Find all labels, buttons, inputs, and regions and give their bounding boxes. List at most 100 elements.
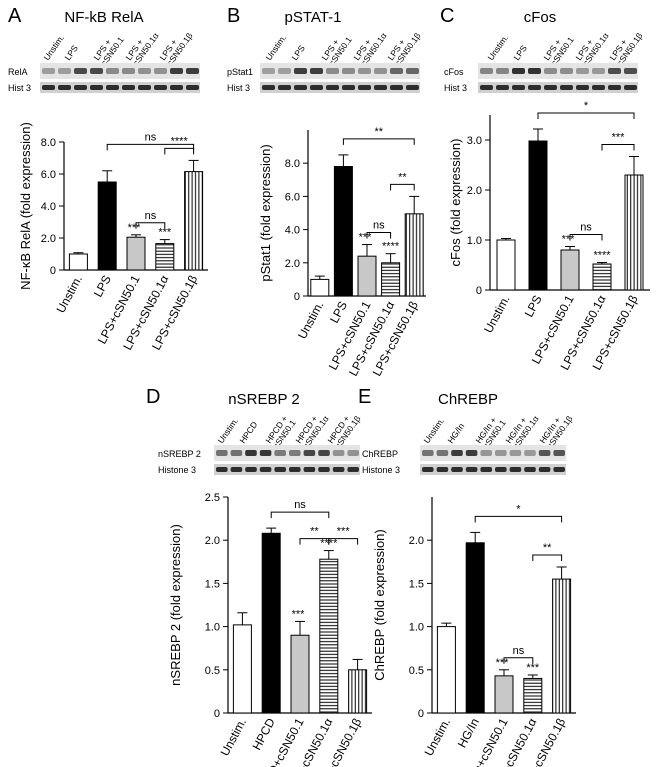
bracket-label: ** bbox=[398, 171, 407, 183]
blot-band bbox=[122, 85, 135, 90]
blot-band bbox=[544, 85, 557, 90]
blot-band bbox=[358, 85, 371, 90]
y-tick-label: 2.0 bbox=[409, 535, 424, 547]
blot-band bbox=[576, 85, 589, 90]
blot-band bbox=[465, 450, 478, 456]
blot-row-label: Hist 3 bbox=[444, 83, 467, 93]
blot-band bbox=[422, 450, 434, 456]
blot-band bbox=[495, 450, 507, 456]
blot-band bbox=[524, 450, 536, 456]
panel-letter: E bbox=[358, 386, 371, 408]
bar bbox=[261, 532, 281, 714]
blot-band bbox=[74, 68, 87, 74]
y-tick-label: 1.0 bbox=[467, 235, 482, 247]
significance-bracket bbox=[328, 538, 359, 545]
blot-band bbox=[553, 467, 565, 472]
blot-band bbox=[170, 85, 183, 90]
blot-band bbox=[451, 450, 463, 456]
blot-lane-label: Unstim. bbox=[421, 416, 446, 445]
bracket-label: ns bbox=[513, 645, 525, 657]
x-tick-label: Unstim. bbox=[54, 273, 85, 315]
bar bbox=[348, 669, 368, 714]
blot-lane-label: LPS +cSN50.1β bbox=[607, 26, 644, 68]
blot-band bbox=[608, 85, 621, 90]
blot-strip bbox=[214, 464, 360, 475]
significance-bracket bbox=[270, 511, 330, 519]
significance-mark: *** bbox=[292, 608, 306, 620]
blot-lane-label: LPS bbox=[511, 43, 529, 62]
blot-lane-label: HPCD bbox=[237, 420, 259, 445]
blot-strip bbox=[214, 445, 360, 461]
y-axis-label: pStat1 (fold expression) bbox=[258, 144, 273, 281]
x-tick-label: LPS bbox=[327, 299, 350, 326]
bar bbox=[494, 675, 514, 714]
bar bbox=[436, 626, 456, 714]
blot-band bbox=[553, 450, 565, 456]
y-axis-label: NF-κB RelA (fold expression) bbox=[18, 122, 33, 290]
blot-lane-label: Unstim. bbox=[263, 33, 288, 62]
significance-mark: **** bbox=[382, 241, 400, 253]
y-tick-label: 2.0 bbox=[467, 185, 482, 197]
bracket-label: ** bbox=[375, 126, 384, 138]
blot-band bbox=[170, 68, 183, 74]
blot-band bbox=[154, 68, 167, 74]
blot-band bbox=[624, 85, 637, 90]
significance-bracket bbox=[569, 234, 603, 241]
bracket-label: ns bbox=[294, 499, 306, 511]
blot-band bbox=[406, 68, 419, 74]
significance-bracket bbox=[601, 144, 635, 151]
significance-bracket bbox=[503, 657, 534, 664]
y-tick-label: 1.5 bbox=[409, 578, 424, 590]
bar bbox=[496, 239, 516, 291]
y-tick-label: 6.0 bbox=[285, 191, 300, 203]
significance-bracket bbox=[390, 183, 415, 191]
y-tick-label: 0 bbox=[294, 291, 300, 303]
blot-row-label: RelA bbox=[8, 67, 28, 77]
blot-band bbox=[480, 450, 492, 456]
y-tick-label: 2.0 bbox=[41, 233, 56, 245]
blot-band bbox=[259, 467, 272, 472]
blot-band bbox=[230, 450, 243, 456]
panel-letter: A bbox=[8, 5, 22, 27]
blot-band bbox=[374, 68, 387, 74]
blot-lane-label: HG/In bbox=[445, 421, 466, 445]
blot-band bbox=[374, 85, 387, 90]
blot-band bbox=[406, 85, 419, 90]
y-axis-label: nSREBP 2 (fold expression) bbox=[168, 524, 183, 686]
blot-band bbox=[509, 450, 522, 456]
blot-band bbox=[592, 68, 605, 74]
blot-band bbox=[347, 467, 359, 472]
y-tick-label: 0.5 bbox=[205, 665, 220, 677]
blot-band bbox=[342, 68, 355, 74]
blot-lane-label: LPS +cSN50.1 bbox=[541, 29, 575, 67]
bar bbox=[560, 249, 580, 291]
blot-lane-label: LPS +cSN50.1α bbox=[573, 26, 610, 68]
blot-band bbox=[624, 68, 637, 74]
blot-band bbox=[303, 450, 316, 456]
bar bbox=[184, 171, 204, 271]
blot-lane-label: Unstim. bbox=[41, 33, 66, 62]
blot-strip bbox=[478, 82, 638, 93]
panel-letter: D bbox=[146, 386, 160, 408]
significance-mark: **** bbox=[593, 250, 611, 262]
blot-band bbox=[512, 85, 525, 90]
y-tick-label: 2.5 bbox=[205, 492, 220, 504]
blot-band bbox=[245, 467, 257, 472]
blot-lane-label: LPS +cSN50.1β bbox=[385, 26, 422, 68]
blot-band bbox=[274, 467, 286, 472]
blot-band bbox=[496, 85, 509, 90]
bar bbox=[232, 624, 252, 714]
blot-band bbox=[509, 467, 522, 472]
blot-band bbox=[310, 68, 323, 74]
blot-band bbox=[262, 68, 275, 74]
bar bbox=[357, 255, 377, 297]
y-tick-label: 0.5 bbox=[409, 665, 424, 677]
x-tick-label: Unstim. bbox=[481, 293, 512, 335]
y-axis-label: cFos (fold expression) bbox=[448, 139, 463, 267]
bar bbox=[592, 263, 612, 291]
x-tick-label: Unstim. bbox=[422, 716, 453, 758]
blot-band bbox=[106, 85, 119, 90]
blot-lane-label: LPS bbox=[289, 43, 307, 62]
